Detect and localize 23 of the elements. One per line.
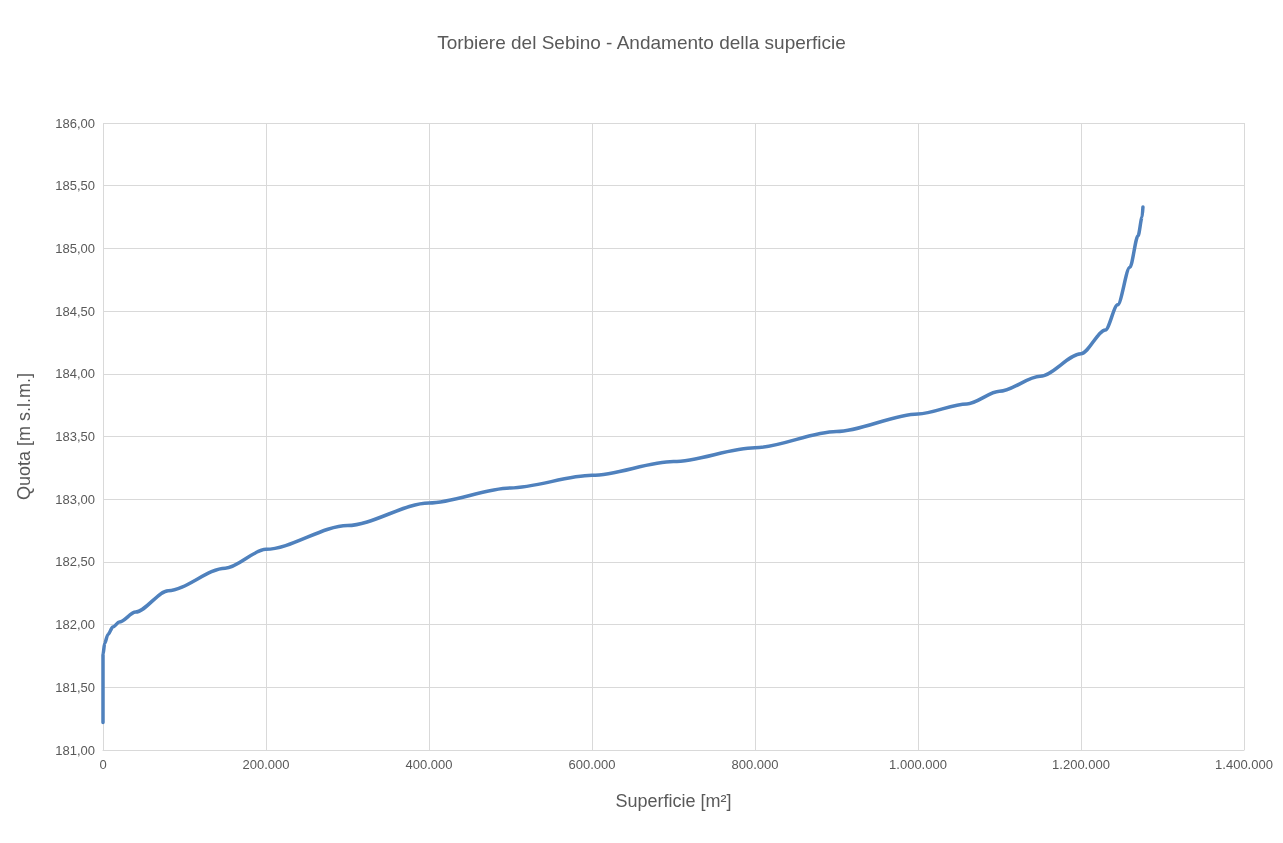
x-tick-label: 200.000 <box>242 757 290 772</box>
y-tick-label: 181,00 <box>55 742 95 758</box>
y-tick-label: 184,00 <box>55 366 95 382</box>
x-tick-label: 1.400.000 <box>1215 757 1273 772</box>
x-tick-label: 1.200.000 <box>1052 757 1110 772</box>
x-tick-label: 0 <box>99 757 107 772</box>
y-tick-label: 182,50 <box>55 554 95 570</box>
y-axis-title: Quota [m s.l.m.] <box>14 372 34 501</box>
x-tick-label: 600.000 <box>568 757 616 772</box>
y-tick-label: 186,00 <box>55 115 95 131</box>
y-tick-label: 181,50 <box>55 679 95 695</box>
y-tick-label: 182,00 <box>55 617 95 633</box>
y-tick-label: 185,00 <box>55 240 95 256</box>
y-tick-label: 185,50 <box>55 178 95 194</box>
line-series <box>101 205 1145 725</box>
y-tick-label: 183,50 <box>55 429 95 444</box>
chart-title: Torbiere del Sebino - Andamento della superficie <box>437 32 846 53</box>
y-tick-label: 184,50 <box>55 303 95 319</box>
x-tick-label: 1.000.000 <box>889 757 947 772</box>
y-tick-label: 183,00 <box>55 491 95 507</box>
x-tick-label: 400.000 <box>405 757 453 772</box>
x-tick-label: 800.000 <box>731 757 779 772</box>
x-axis-title: Superficie [m²] <box>615 791 732 811</box>
